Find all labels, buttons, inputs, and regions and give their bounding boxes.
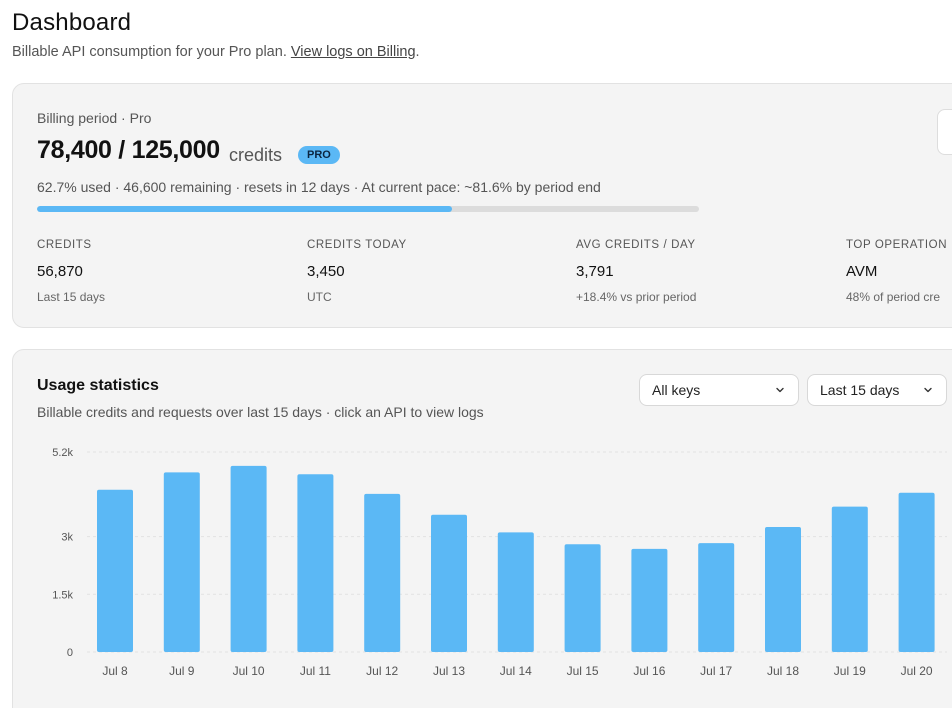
subtitle-end: . bbox=[415, 44, 420, 60]
stat-label: TOP OPERATION bbox=[846, 239, 948, 251]
x-tick-label: Jul 17 bbox=[700, 664, 732, 678]
usage-subtitle: Billable credits and requests over last … bbox=[37, 404, 484, 420]
chart-bar[interactable] bbox=[765, 527, 801, 652]
credits-used-total: 78,400 / 125,000 bbox=[37, 136, 220, 164]
page-subtitle: Billable API consumption for your Pro pl… bbox=[12, 44, 420, 60]
x-tick-label: Jul 18 bbox=[767, 664, 799, 678]
y-tick-label: 3k bbox=[61, 532, 73, 544]
usage-statistics-card: Usage statistics Billable credits and re… bbox=[12, 349, 952, 708]
usage-title: Usage statistics bbox=[37, 377, 159, 394]
billing-logs-link[interactable]: View logs on Billing bbox=[290, 44, 416, 60]
page-title: Dashboard bbox=[12, 9, 132, 36]
stat-value: 3,450 bbox=[307, 263, 345, 280]
stat-value: 3,791 bbox=[576, 263, 614, 280]
chart-bar[interactable] bbox=[564, 544, 601, 652]
api-key-filter[interactable]: All keys bbox=[639, 374, 799, 406]
x-tick-label: Jul 15 bbox=[567, 664, 599, 678]
usage-bar-chart: 0 1.5k 3k 5.2k Jul 8 Jul 9 Jul 10 Jul 11 Jul 12 J… bbox=[52, 447, 947, 678]
x-tick-label: Jul 13 bbox=[433, 664, 465, 678]
x-tick-label: Jul 10 bbox=[233, 664, 265, 678]
chart-bar[interactable] bbox=[898, 492, 935, 652]
x-tick-label: Jul 16 bbox=[633, 664, 665, 678]
chevron-down-icon bbox=[776, 387, 784, 393]
chart-bar[interactable] bbox=[631, 548, 668, 652]
usage-summary: 62.7% used · 46,600 remaining · resets i… bbox=[37, 179, 601, 195]
stat-note: Last 15 days bbox=[37, 290, 106, 304]
chart-bar[interactable] bbox=[297, 474, 334, 652]
chart-bar[interactable] bbox=[97, 489, 133, 652]
x-tick-label: Jul 8 bbox=[102, 664, 128, 678]
y-tick-label: 5.2k bbox=[52, 447, 73, 459]
billing-action-button[interactable] bbox=[937, 109, 952, 155]
chart-bar[interactable] bbox=[497, 532, 534, 652]
billing-period-label: Billing period · Pro bbox=[37, 110, 152, 126]
stat-value: 56,870 bbox=[37, 263, 83, 280]
usage-progress-fill bbox=[37, 206, 453, 212]
chart-bar[interactable] bbox=[364, 493, 401, 652]
chart-bar[interactable] bbox=[698, 543, 735, 652]
stat-credits: CREDITS 56,870 Last 15 days bbox=[37, 239, 287, 304]
stat-note: 48% of period cre bbox=[846, 290, 941, 304]
date-range-filter-value: Last 15 days bbox=[820, 382, 900, 398]
y-tick-label: 0 bbox=[67, 647, 73, 659]
chart-bar[interactable] bbox=[163, 472, 200, 652]
stat-label: CREDITS TODAY bbox=[307, 239, 407, 251]
api-key-filter-value: All keys bbox=[652, 382, 701, 398]
chart-bar[interactable] bbox=[431, 514, 467, 652]
chart-bar[interactable] bbox=[831, 506, 868, 652]
x-tick-label: Jul 11 bbox=[300, 664, 331, 678]
x-tick-label: Jul 20 bbox=[901, 664, 933, 678]
y-tick-label: 1.5k bbox=[52, 589, 73, 601]
x-tick-label: Jul 12 bbox=[366, 664, 398, 678]
stat-value: AVM bbox=[846, 263, 878, 280]
x-tick-label: Jul 9 bbox=[169, 664, 195, 678]
stat-note: UTC bbox=[307, 290, 332, 304]
stat-top-operation: TOP OPERATION AVM 48% of period cre bbox=[846, 239, 952, 304]
subtitle-text: Billable API consumption for your Pro pl… bbox=[12, 44, 287, 60]
chevron-down-icon bbox=[924, 387, 932, 393]
stat-note: +18.4% vs prior period bbox=[576, 290, 697, 304]
plan-badge: PRO bbox=[298, 146, 340, 164]
x-tick-label: Jul 14 bbox=[500, 664, 532, 678]
stat-label: AVG CREDITS / DAY bbox=[576, 239, 696, 251]
date-range-filter[interactable]: Last 15 days bbox=[807, 374, 947, 406]
usage-progress-bar bbox=[37, 206, 699, 212]
x-tick-label: Jul 19 bbox=[834, 664, 866, 678]
stat-avg-credits: AVG CREDITS / DAY 3,791 +18.4% vs prior … bbox=[576, 239, 826, 304]
credits-unit: credits bbox=[229, 145, 283, 165]
billing-card: Billing period · Pro 78,400 / 125,000 cr… bbox=[12, 83, 952, 328]
stat-credits-today: CREDITS TODAY 3,450 UTC bbox=[307, 239, 557, 304]
chart-bar[interactable] bbox=[230, 465, 267, 652]
stat-label: CREDITS bbox=[37, 239, 92, 251]
